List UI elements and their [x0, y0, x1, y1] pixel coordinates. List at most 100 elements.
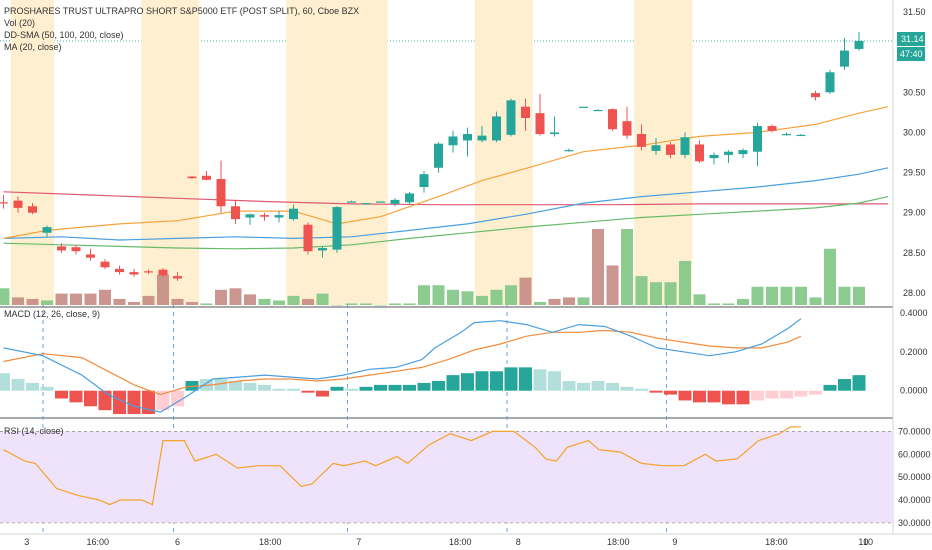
volume-bar	[157, 274, 169, 305]
candle-body	[622, 121, 632, 136]
candle-body	[651, 145, 661, 151]
volume-bar	[679, 260, 691, 305]
candle-body	[709, 154, 719, 159]
macd-histogram-bar	[359, 386, 373, 391]
rsi-tick-label: 60.0000	[898, 449, 931, 459]
rsi-tick-label: 40.0000	[898, 495, 931, 505]
time-tick-label: 18:00	[259, 537, 282, 547]
macd-histogram-bar	[693, 390, 706, 403]
macd-histogram-bar	[417, 382, 431, 391]
rsi-tick-label: 50.0000	[898, 472, 931, 482]
candle-body	[593, 109, 603, 112]
chart-title: PROSHARES TRUST ULTRAPRO SHORT S&P5000 E…	[4, 6, 359, 16]
candle-body	[28, 206, 37, 213]
macd-histogram-bar	[301, 390, 315, 393]
price-tick-label: 30.50	[903, 87, 926, 97]
macd-histogram-bar	[664, 390, 677, 395]
candle-body	[347, 201, 356, 203]
candle-body	[680, 137, 690, 155]
candle-body	[811, 93, 820, 98]
macd-histogram-bar	[461, 373, 474, 391]
candle-body	[13, 200, 23, 208]
volume-bar	[693, 294, 706, 305]
candle-body	[477, 135, 487, 141]
countdown-value: 47:40	[900, 49, 923, 59]
macd-histogram-bar	[316, 390, 329, 397]
candle-body	[840, 50, 849, 67]
time-tick-label: 18:00	[607, 537, 630, 547]
macd-histogram-bar	[229, 380, 242, 391]
volume-bar	[12, 297, 24, 305]
volume-bar	[84, 293, 97, 305]
volume-bar	[606, 265, 619, 305]
volume-bar	[200, 303, 213, 305]
candle-body	[434, 143, 443, 168]
macd-histogram-bar	[243, 382, 257, 391]
volume-bar	[824, 248, 836, 305]
volume-bar	[650, 282, 662, 305]
volume-bar	[809, 297, 822, 305]
macd-histogram-bar	[374, 384, 387, 391]
rsi-tick-label: 70.0000	[898, 426, 931, 436]
macd-histogram-bar	[26, 382, 39, 391]
macd-histogram-bar	[403, 384, 416, 391]
candle-body	[202, 175, 211, 180]
candle-body	[564, 150, 574, 152]
candle-body	[579, 106, 588, 108]
macd-line	[3, 318, 802, 413]
vol-legend: Vol (20)	[4, 18, 35, 28]
candle-body	[0, 202, 8, 204]
macd-histogram-bar	[490, 371, 503, 391]
volume-bar	[215, 289, 227, 305]
volume-bar	[461, 291, 474, 305]
volume-bar	[287, 295, 300, 305]
volume-bar	[403, 303, 416, 305]
macd-histogram-bar	[794, 390, 808, 397]
macd-histogram-bar	[127, 390, 141, 415]
macd-histogram-bar	[258, 384, 271, 391]
candle-body	[782, 134, 791, 136]
volume-bar	[519, 277, 532, 305]
macd-histogram-bar	[591, 380, 605, 391]
macd-histogram-bar	[519, 367, 532, 391]
volume-bar	[853, 286, 865, 305]
volume-bar	[258, 298, 271, 305]
candle-body	[376, 201, 385, 203]
last-price-value: 31.14	[901, 34, 924, 44]
candle-body	[260, 215, 269, 217]
macd-histogram-bar	[113, 390, 126, 415]
volume-bar	[26, 298, 39, 305]
price-tick-label: 31.50	[903, 7, 926, 17]
volume-bar	[331, 305, 343, 306]
volume-bar	[302, 298, 314, 305]
macd-histogram-bar	[156, 390, 170, 411]
candle-body	[637, 134, 646, 147]
sma100-line	[3, 196, 889, 250]
candle-body	[361, 203, 371, 205]
last-price-tag	[897, 32, 925, 46]
macd-histogram-bar	[475, 371, 489, 391]
macd-histogram-bar	[562, 380, 576, 391]
volume-bar	[548, 298, 561, 305]
macd-histogram-bar	[809, 390, 822, 395]
macd-histogram-bar	[272, 388, 286, 391]
candle-body	[608, 109, 617, 130]
candle-body	[318, 248, 327, 251]
time-tick-label: 16:00	[86, 537, 109, 547]
ma20-line	[3, 106, 889, 239]
volume-bar	[70, 293, 82, 305]
macd-histogram-bar	[11, 379, 25, 391]
volume-bar	[113, 298, 126, 305]
candle-body	[405, 193, 414, 203]
macd-histogram-bar	[678, 390, 692, 401]
macd-histogram-bar	[620, 386, 634, 391]
macd-legend: MACD (12, 26, close, 9)	[4, 309, 100, 319]
volume-bar	[664, 282, 677, 305]
macd-tick-label: 0.4000	[900, 308, 928, 318]
volume-bar	[142, 295, 155, 305]
candle-body	[521, 106, 530, 118]
volume-bar	[780, 286, 793, 305]
rsi-band	[0, 431, 893, 523]
ma-legend: MA (20, close)	[4, 42, 62, 52]
